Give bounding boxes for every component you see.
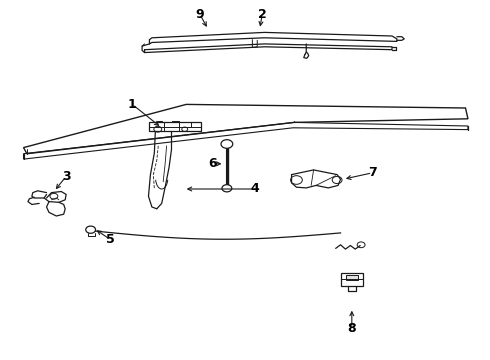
Text: 9: 9	[196, 8, 204, 21]
Circle shape	[221, 140, 233, 148]
Polygon shape	[346, 275, 358, 280]
Text: 6: 6	[208, 157, 217, 170]
Text: 7: 7	[368, 166, 377, 179]
Text: 4: 4	[250, 183, 259, 195]
Text: 8: 8	[347, 322, 356, 335]
Text: 3: 3	[62, 170, 71, 183]
Text: 1: 1	[128, 98, 137, 111]
Circle shape	[86, 226, 96, 233]
Text: 2: 2	[258, 8, 267, 21]
Circle shape	[222, 185, 232, 192]
Text: 5: 5	[106, 233, 115, 246]
